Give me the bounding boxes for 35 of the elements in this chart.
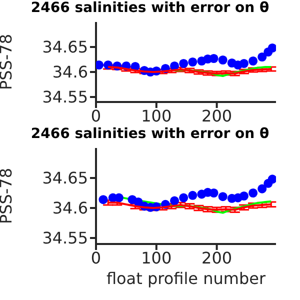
point [179,193,188,202]
point [179,58,188,68]
point [209,188,218,198]
y-tick-label: 34.55 [42,88,88,107]
point [170,196,180,206]
point [248,188,258,198]
point [268,43,276,53]
point [258,52,267,62]
y-axis-title: PSS-78 [0,34,16,90]
point [96,60,104,70]
point [268,174,276,184]
y-tick-label: 34.55 [42,228,88,248]
y-tick-label: 34.65 [42,38,88,57]
x-tick-label: 200 [202,248,232,268]
y-axis-title: PSS-78 [0,168,16,224]
x-tick-label: 0 [90,106,102,126]
y-tick-label: 34.6 [52,62,88,82]
point [239,191,248,201]
point [188,57,198,67]
x-tick-label: 100 [141,106,172,126]
y-tick-label: 34.6 [52,198,88,218]
x-tick-label: 0 [90,248,102,268]
x-axis-title: float profile number [106,269,266,288]
chart-title: 2466 salinities with error on θ [30,0,270,18]
y-tick-label: 34.65 [42,168,88,188]
chart-title: 2466 salinities with error on θ [30,126,270,144]
point [218,192,228,202]
point [188,190,198,200]
point [170,61,180,71]
x-tick-label: 100 [141,248,172,268]
point [209,54,218,64]
point [218,55,228,65]
point [248,56,258,66]
x-tick-label: 200 [202,106,232,126]
point [258,184,267,194]
